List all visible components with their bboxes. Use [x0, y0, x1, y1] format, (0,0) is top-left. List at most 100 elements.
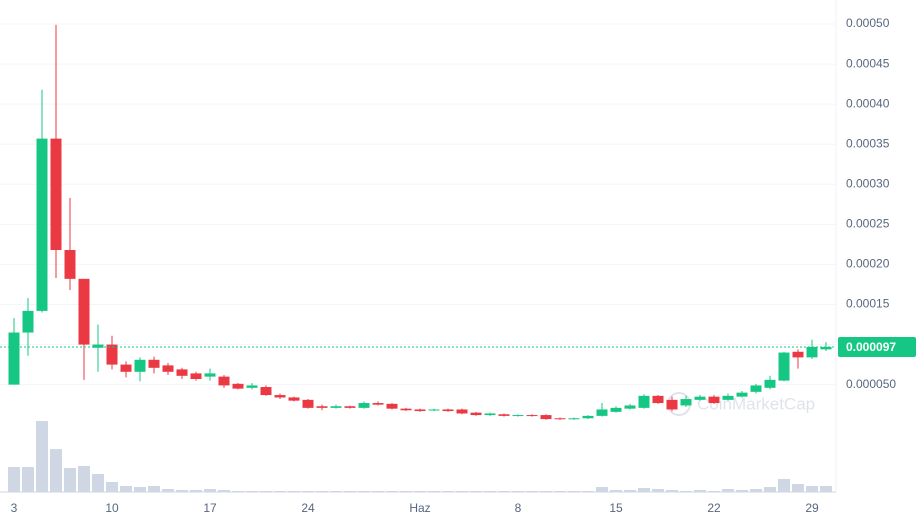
candle-body: [610, 407, 622, 412]
candle-body: [162, 365, 174, 372]
candle-body: [316, 406, 328, 408]
candle-body: [302, 399, 314, 408]
candle-body: [498, 414, 510, 416]
volume-bar: [232, 491, 244, 492]
candle-body: [274, 395, 286, 398]
x-tick-label: 22: [707, 501, 721, 515]
candle-body: [806, 346, 818, 358]
volume-bar: [204, 489, 216, 492]
volume-bar: [624, 490, 636, 492]
volume-bar: [694, 490, 706, 492]
candle-body: [820, 346, 832, 350]
candle-body: [638, 395, 650, 408]
volume-bar: [316, 491, 328, 492]
volume-bar: [750, 489, 762, 492]
volume-bar: [106, 482, 118, 492]
candle-body: [260, 387, 272, 396]
candle-body: [694, 396, 706, 400]
candle-body: [22, 310, 34, 333]
candle-body: [134, 359, 146, 372]
candle-body: [330, 406, 342, 408]
volume-bar: [260, 491, 272, 492]
last-price-label: 0.000097: [846, 340, 896, 354]
volume-bar: [92, 474, 104, 492]
candle-body: [456, 409, 468, 414]
candle-body: [36, 138, 48, 311]
candle-body: [442, 409, 454, 412]
candle-body: [176, 369, 188, 376]
candle-body: [92, 344, 104, 348]
x-tick-label: 3: [11, 501, 18, 515]
volume-bar: [358, 491, 370, 492]
candle-body: [554, 418, 566, 420]
volume-bar: [736, 490, 748, 492]
volume-bar: [498, 491, 510, 492]
volume-bar: [666, 490, 678, 492]
y-tick-label: 0.000050: [846, 377, 896, 391]
volume-bar: [484, 491, 496, 492]
candle-body: [722, 395, 734, 400]
volume-bar: [78, 466, 90, 492]
candle-body: [372, 403, 384, 405]
x-tick-label: 17: [203, 501, 217, 515]
candle-body: [64, 250, 76, 279]
candle-body: [540, 415, 552, 420]
volume-bar: [344, 491, 356, 492]
candle-body: [204, 373, 216, 377]
candle-body: [778, 352, 790, 381]
candle-body: [190, 373, 202, 380]
volume-bar: [470, 491, 482, 492]
x-tick-label: 8: [515, 501, 522, 515]
volume-bar: [330, 491, 342, 492]
candle-body: [288, 397, 300, 401]
volume-bar: [512, 491, 524, 492]
y-tick-label: 0.00030: [846, 176, 890, 190]
volume-bar: [414, 491, 426, 492]
candle-body: [568, 418, 580, 420]
candle-body: [764, 379, 776, 388]
volume-bar: [50, 449, 62, 492]
volume-bar: [64, 468, 76, 492]
volume-bar: [568, 491, 580, 492]
candle-body: [78, 278, 90, 345]
candle-body: [652, 395, 664, 404]
volume-bar: [162, 489, 174, 492]
volume-bar: [288, 491, 300, 492]
x-tick-label: 29: [805, 501, 819, 515]
volume-bar: [8, 467, 20, 492]
y-tick-label: 0.00025: [846, 217, 890, 231]
volume-bar: [554, 491, 566, 492]
candle-body: [246, 385, 258, 388]
candle-body: [344, 406, 356, 408]
candle-body: [750, 385, 762, 392]
candle-body: [680, 399, 692, 406]
y-tick-label: 0.00050: [846, 16, 890, 30]
volume-bar: [708, 491, 720, 492]
volume-bar: [36, 421, 48, 492]
x-tick-label: 24: [301, 501, 315, 515]
candle-body: [120, 364, 132, 372]
volume-bar: [820, 486, 832, 492]
volume-bar: [456, 491, 468, 492]
candle-body: [50, 138, 62, 251]
volume-bar: [372, 491, 384, 492]
last-price-badge: [838, 336, 916, 357]
volume-bar: [540, 491, 552, 492]
y-tick-label: 0.00040: [846, 96, 890, 110]
volume-bar: [218, 490, 230, 492]
candle-body: [708, 396, 720, 404]
candle-body: [428, 409, 440, 411]
candle-body: [792, 351, 804, 358]
volume-bar: [120, 486, 132, 492]
volume-bar: [148, 486, 160, 492]
candle-body: [148, 359, 160, 368]
volume-bar: [610, 490, 622, 492]
volume-bar: [764, 487, 776, 492]
y-tick-label: 0.00020: [846, 257, 890, 271]
volume-bar: [246, 491, 258, 492]
volume-bar: [652, 489, 664, 492]
volume-bar: [638, 488, 650, 492]
x-tick-label: 10: [105, 501, 119, 515]
volume-bar: [428, 491, 440, 492]
volume-bar: [526, 491, 538, 492]
